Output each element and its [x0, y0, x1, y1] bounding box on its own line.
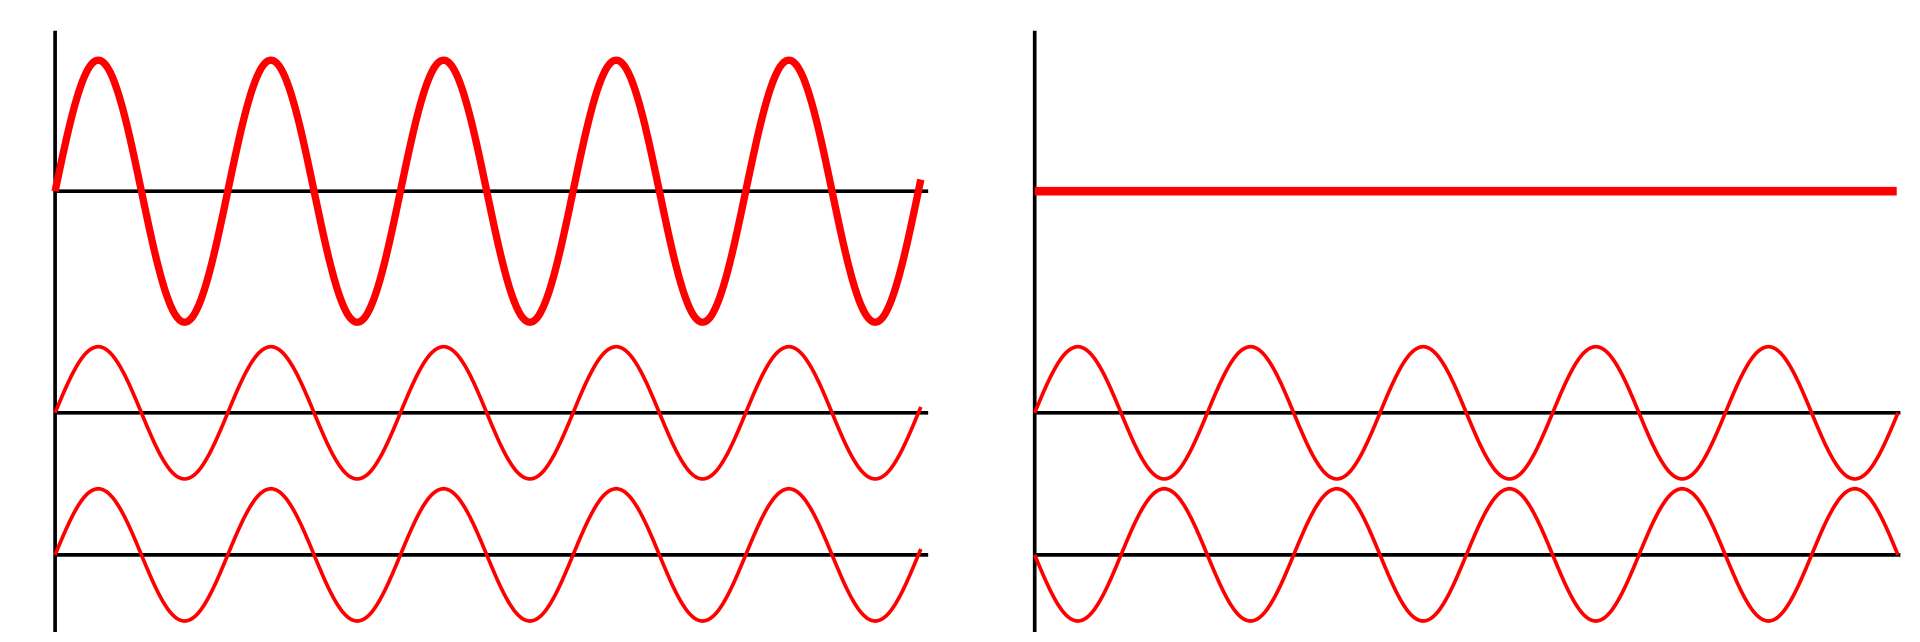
component-wave — [53, 344, 923, 481]
constructive-panel — [51, 30, 929, 633]
destructive-panel — [1032, 30, 1901, 633]
component-wave — [53, 486, 923, 623]
component-wave — [1032, 344, 1900, 481]
resultant-wave — [51, 56, 925, 326]
component-wave — [1032, 486, 1900, 623]
